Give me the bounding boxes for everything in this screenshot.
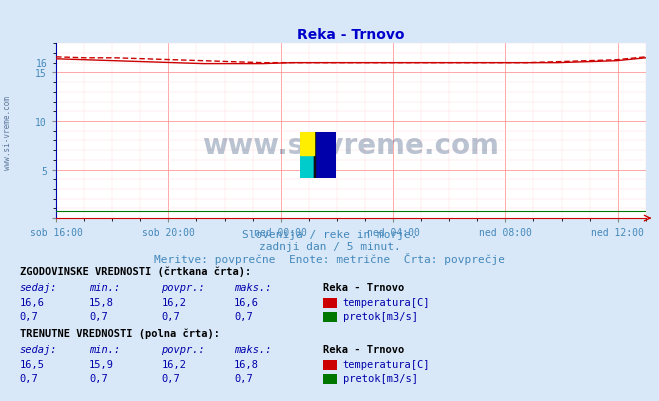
Text: 16,8: 16,8 [234, 359, 259, 369]
Text: Reka - Trnovo: Reka - Trnovo [323, 344, 404, 354]
Text: 16,6: 16,6 [20, 297, 45, 307]
Polygon shape [314, 132, 336, 178]
Text: Reka - Trnovo: Reka - Trnovo [323, 282, 404, 292]
Text: temperatura[C]: temperatura[C] [343, 297, 430, 307]
Text: TRENUTNE VREDNOSTI (polna črta):: TRENUTNE VREDNOSTI (polna črta): [20, 328, 219, 338]
Text: temperatura[C]: temperatura[C] [343, 359, 430, 369]
Text: min.:: min.: [89, 344, 120, 354]
Text: www.si-vreme.com: www.si-vreme.com [3, 95, 13, 169]
Text: 15,8: 15,8 [89, 297, 114, 307]
Text: Meritve: povprečne  Enote: metrične  Črta: povprečje: Meritve: povprečne Enote: metrične Črta:… [154, 253, 505, 265]
Text: maks.:: maks.: [234, 344, 272, 354]
Text: ZGODOVINSKE VREDNOSTI (črtkana črta):: ZGODOVINSKE VREDNOSTI (črtkana črta): [20, 266, 251, 277]
Text: Slovenija / reke in morje.: Slovenija / reke in morje. [242, 230, 417, 239]
Text: 0,7: 0,7 [161, 373, 180, 383]
Text: www.si-vreme.com: www.si-vreme.com [202, 131, 500, 159]
Text: 0,7: 0,7 [20, 373, 38, 383]
Text: sedaj:: sedaj: [20, 344, 57, 354]
Bar [314, 132, 315, 178]
Text: sedaj:: sedaj: [20, 282, 57, 292]
Title: Reka - Trnovo: Reka - Trnovo [297, 28, 405, 42]
Text: povpr.:: povpr.: [161, 282, 205, 292]
Text: 0,7: 0,7 [89, 373, 107, 383]
Text: 0,7: 0,7 [234, 311, 252, 321]
Text: 15,9: 15,9 [89, 359, 114, 369]
Text: maks.:: maks.: [234, 282, 272, 292]
Text: pretok[m3/s]: pretok[m3/s] [343, 373, 418, 383]
Text: 16,2: 16,2 [161, 359, 186, 369]
Text: 0,7: 0,7 [89, 311, 107, 321]
Bar [300, 132, 326, 164]
Text: zadnji dan / 5 minut.: zadnji dan / 5 minut. [258, 242, 401, 251]
Text: 0,7: 0,7 [161, 311, 180, 321]
Text: povpr.:: povpr.: [161, 344, 205, 354]
Text: 16,2: 16,2 [161, 297, 186, 307]
Text: min.:: min.: [89, 282, 120, 292]
Text: pretok[m3/s]: pretok[m3/s] [343, 311, 418, 321]
Text: 16,5: 16,5 [20, 359, 45, 369]
Bar [300, 132, 314, 155]
Bar [300, 142, 322, 178]
Text: 16,6: 16,6 [234, 297, 259, 307]
Text: 16: 16 [36, 59, 47, 69]
Text: 0,7: 0,7 [234, 373, 252, 383]
Text: 0,7: 0,7 [20, 311, 38, 321]
